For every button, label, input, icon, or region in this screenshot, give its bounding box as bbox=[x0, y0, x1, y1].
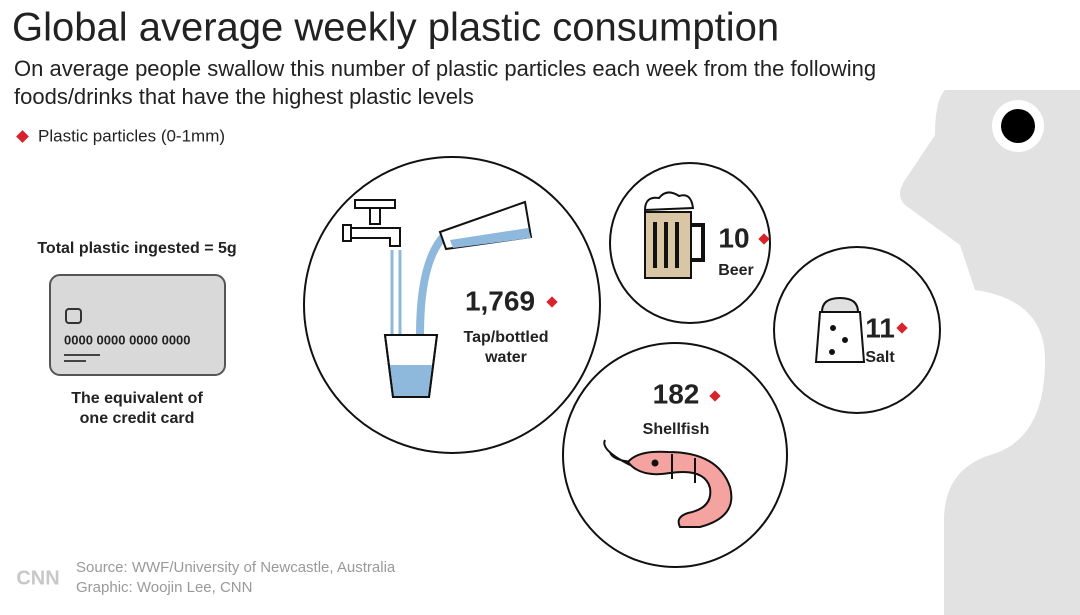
water-icon bbox=[342, 199, 533, 398]
credit-card bbox=[49, 274, 226, 376]
label: Shellfish bbox=[643, 421, 710, 438]
water-circle bbox=[303, 156, 601, 454]
value: 1,769 bbox=[465, 285, 535, 316]
label: Beer bbox=[718, 262, 754, 279]
marker bbox=[709, 390, 721, 402]
logo: CNN bbox=[16, 567, 59, 589]
subtitle: On average people swallow this number of… bbox=[14, 56, 876, 81]
card-number: 0000 0000 0000 0000 bbox=[64, 332, 191, 347]
card-chip bbox=[65, 308, 82, 324]
value: 11 bbox=[865, 312, 895, 343]
shrimp-icon bbox=[603, 439, 733, 528]
label: water bbox=[484, 349, 527, 366]
salt-icon bbox=[814, 296, 866, 363]
marker bbox=[758, 233, 770, 245]
subtitle: foods/drinks that have the highest plast… bbox=[14, 84, 474, 109]
value: 182 bbox=[653, 378, 700, 409]
card-heading: Total plastic ingested = 5g bbox=[37, 240, 236, 257]
eye bbox=[1001, 109, 1035, 143]
credit: Graphic: Woojin Lee, CNN bbox=[76, 579, 252, 596]
marker bbox=[896, 322, 908, 334]
label: Salt bbox=[865, 349, 895, 366]
beer-icon bbox=[643, 191, 705, 279]
legend-marker bbox=[16, 130, 29, 143]
title: Global average weekly plastic consumptio… bbox=[12, 6, 779, 50]
card-caption: one credit card bbox=[80, 410, 195, 427]
marker bbox=[546, 296, 558, 308]
value: 10 bbox=[718, 222, 749, 253]
source: Source: WWF/University of Newcastle, Aus… bbox=[76, 559, 396, 576]
label: Tap/bottled bbox=[463, 329, 548, 346]
legend-label: Plastic particles (0-1mm) bbox=[38, 126, 225, 145]
card-caption: The equivalent of bbox=[71, 390, 203, 407]
head-silhouette bbox=[900, 90, 1080, 615]
